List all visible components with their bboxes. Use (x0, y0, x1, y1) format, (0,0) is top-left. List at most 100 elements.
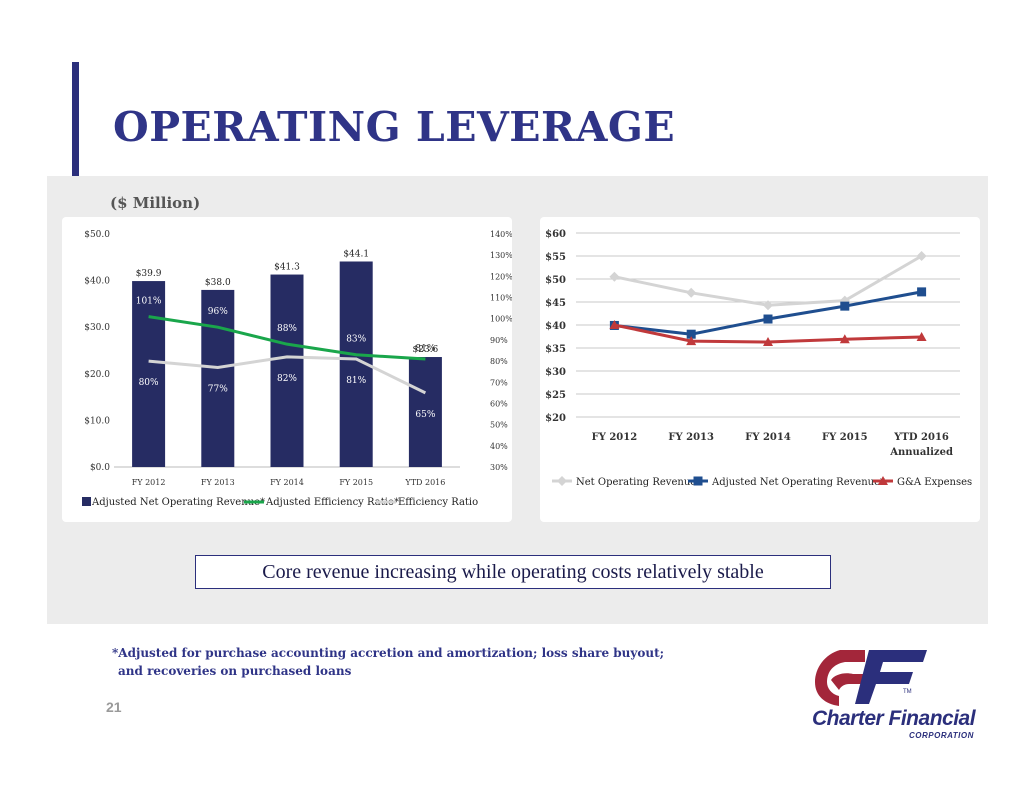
efficiency-ratio-label: 82% (277, 374, 297, 384)
series-line (148, 315, 426, 361)
page-number: 21 (106, 699, 122, 715)
triangle-marker (763, 337, 773, 347)
bar-value-label: $38.0 (205, 278, 231, 288)
legend-label: Adjusted Net Operating Revenue* (91, 497, 265, 508)
x-tick-label: YTD 2016 (404, 478, 445, 487)
logo-subtext: CORPORATION (909, 731, 974, 740)
footnote-line-1: *Adjusted for purchase accounting accret… (112, 646, 665, 660)
title-accent-bar (72, 62, 79, 200)
bar-value-label: $39.9 (136, 269, 162, 279)
triangle-marker (839, 334, 850, 344)
x-tick-label: FY 2014 (745, 432, 791, 443)
efficiency-ratio-label: 65% (415, 410, 435, 420)
x-tick-label: FY 2013 (201, 478, 235, 487)
square-marker (763, 314, 773, 324)
bar (132, 281, 166, 467)
y-tick-label: $20.0 (84, 370, 110, 380)
triangle-marker (916, 331, 927, 341)
bar-value-label: $23.6 (413, 345, 439, 355)
series-line (614, 254, 923, 307)
legend-label: Net Operating Revenue (576, 477, 696, 488)
bar-value-label: $41.3 (274, 263, 300, 273)
triangle-marker (609, 320, 620, 329)
y-tick-label: $60 (545, 229, 566, 240)
x-tick-label: FY 2013 (668, 432, 714, 443)
bar (408, 357, 442, 467)
legend-label: G&A Expenses (897, 477, 972, 488)
logo-trademark: TM (903, 689, 912, 695)
footnote-line-2: and recoveries on purchased loans (118, 664, 352, 678)
units-subtitle: ($ Million) (110, 194, 201, 212)
revenue-expense-chart-svg: $20 $25 $30 $35 $40 $45 $50 $55 $60 FY 2012 FY 201… (545, 229, 972, 488)
diamond-marker (609, 271, 620, 282)
y2-tick-label: 40% (490, 442, 508, 451)
y2-tick-label: 130% (490, 251, 512, 260)
y-tick-label: $50 (545, 275, 566, 286)
y-tick-label: $30.0 (84, 323, 110, 333)
efficiency-ratio-label: 77% (208, 384, 228, 394)
y2-tick-label: 120% (490, 272, 512, 281)
y2-tick-label: 80% (490, 357, 508, 366)
callout-box: Core revenue increasing while operating … (195, 555, 831, 589)
legend-label: Adjusted Net Operating Revenue* (711, 477, 885, 488)
x-tick-label: FY 2012 (132, 478, 166, 487)
charter-financial-logo-icon (815, 650, 927, 706)
square-marker (693, 476, 703, 486)
y2-tick-label: 100% (490, 315, 512, 324)
x-tick-label: FY 2015 (339, 478, 373, 487)
x-tick-label: FY 2014 (270, 478, 304, 487)
bar (270, 274, 304, 467)
series-line (614, 290, 922, 336)
footnote: *Adjusted for purchase accounting accret… (112, 644, 664, 680)
logo-blue-mark (855, 650, 927, 704)
y-tick-label: $25 (545, 390, 566, 401)
triangle-marker (686, 336, 697, 346)
diamond-marker (557, 476, 567, 486)
revenue-efficiency-chart: $0.0 $10.0 $20.0 $30.0 $40.0 $50.0 30% 40% 50% 60… (62, 217, 513, 522)
y-tick-label: $55 (545, 252, 566, 263)
square-marker (840, 301, 850, 311)
y2-tick-label: 60% (490, 399, 508, 408)
adjusted-ratio-label: 96% (208, 307, 228, 317)
x-tick-label: YTD 2016 (893, 432, 949, 443)
y-tick-label: $40.0 (84, 277, 110, 287)
revenue-expense-chart: $20 $25 $30 $35 $40 $45 $50 $55 $60 FY 2012 FY 201… (540, 217, 980, 522)
y2-tick-label: 30% (490, 463, 508, 472)
square-marker (686, 329, 696, 339)
y-tick-label: $30 (545, 367, 566, 378)
y2-tick-label: 70% (490, 378, 508, 387)
y-tick-label: $45 (545, 298, 566, 309)
adjusted-ratio-label: 83% (346, 335, 366, 345)
x-tick-label: FY 2012 (592, 432, 638, 443)
adjusted-ratio-label: 88% (277, 324, 297, 334)
logo-wordmark: Charter Financial (812, 707, 976, 730)
diamond-marker (686, 287, 697, 298)
bar-value-label: $44.1 (343, 249, 369, 259)
y-tick-label: $0.0 (90, 463, 110, 473)
y2-tick-label: 140% (490, 230, 512, 239)
legend-swatch (82, 497, 91, 506)
legend-label: Adjusted Efficiency Ratio* (265, 497, 399, 508)
series-line (148, 355, 427, 395)
efficiency-ratio-label: 80% (139, 378, 159, 388)
adjusted-ratio-label: 101% (136, 297, 162, 307)
y2-tick-label: 110% (490, 294, 512, 303)
revenue-efficiency-chart-svg: $0.0 $10.0 $20.0 $30.0 $40.0 $50.0 30% 40% 50% 60… (82, 230, 513, 508)
bar (201, 289, 235, 467)
y-tick-label: $40 (545, 321, 566, 332)
logo-red-mark (815, 650, 865, 706)
y2-tick-label: 50% (490, 421, 508, 430)
page-title: OPERATING LEVERAGE (113, 103, 676, 151)
y-tick-label: $20 (545, 413, 566, 424)
y-tick-label: $50.0 (84, 230, 110, 240)
y-tick-label: $35 (545, 344, 566, 355)
efficiency-ratio-label: 81% (346, 376, 366, 386)
y2-tick-label: 90% (490, 336, 508, 345)
x-tick-label: FY 2015 (822, 432, 868, 443)
triangle-marker (878, 476, 888, 485)
y-tick-label: $10.0 (84, 416, 110, 426)
logo-red-wing (831, 673, 865, 690)
legend-label: Efficiency Ratio (398, 497, 478, 508)
diamond-marker (916, 251, 927, 261)
square-marker (917, 287, 927, 297)
